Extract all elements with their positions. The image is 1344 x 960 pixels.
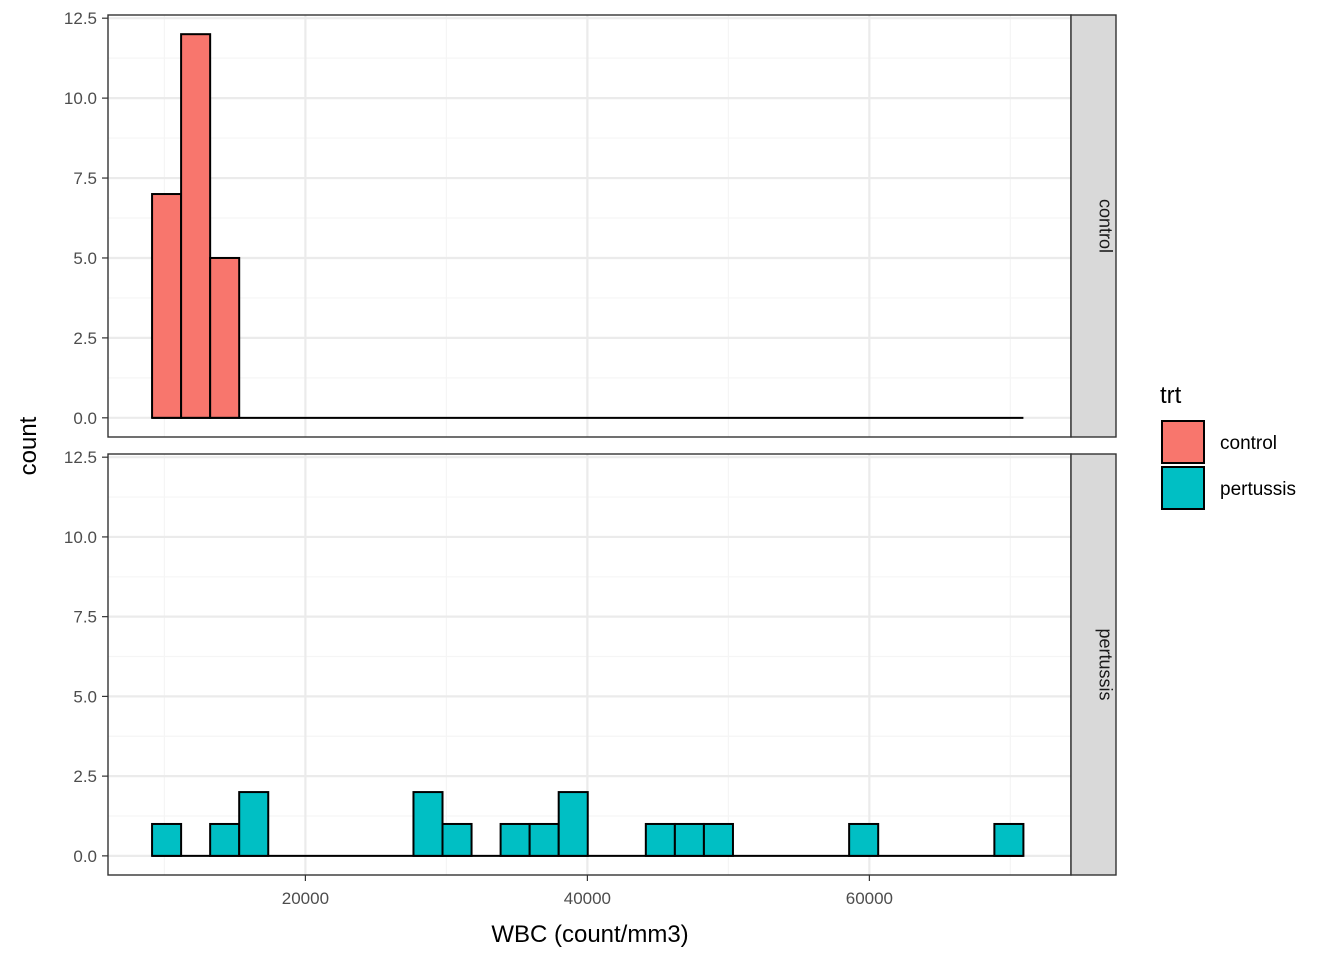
- histogram-bar-pertussis: [412, 791, 444, 857]
- facet-strip-label: control: [1096, 199, 1116, 253]
- y-tick-label: 2.5: [73, 329, 97, 348]
- facet-strip-label: pertussis: [1096, 628, 1116, 700]
- panel-background: [108, 15, 1071, 437]
- y-tick-label: 10.0: [64, 528, 97, 547]
- y-axis-title: count: [15, 416, 42, 475]
- histogram-bar-pertussis: [209, 822, 241, 857]
- x-tick-label: 20000: [282, 889, 329, 908]
- histogram-bar-pertussis: [528, 822, 560, 857]
- histogram-bar-pertussis: [151, 822, 183, 857]
- y-tick-label: 0.0: [73, 409, 97, 428]
- facet-panel-pertussis: 0.0 2.5 5.0 7.5 10.0 12.5 pertussis: [64, 448, 1117, 876]
- histogram-bar-pertussis: [441, 822, 473, 857]
- legend-swatch-control: [1161, 420, 1205, 464]
- histogram-bar-pertussis: [644, 822, 676, 857]
- facet-panels: 0.0 2.5 5.0 7.5 10.0 12.5 control 0.0 2.5 5.0 7.5 1…: [64, 9, 1117, 876]
- y-tick-label: 7.5: [73, 169, 97, 188]
- x-axis-title: WBC (count/mm3): [491, 921, 688, 948]
- y-tick-label: 5.0: [73, 687, 97, 706]
- histogram-bar-pertussis: [557, 791, 589, 857]
- y-tick-label: 2.5: [73, 767, 97, 786]
- histogram-bar-pertussis: [993, 822, 1025, 857]
- y-tick-label: 12.5: [64, 9, 97, 28]
- y-tick-label: 7.5: [73, 608, 97, 627]
- facet-strip: [1070, 14, 1117, 438]
- facet-panel-control: 0.0 2.5 5.0 7.5 10.0 12.5 control: [64, 9, 1117, 438]
- histogram-bar-pertussis: [673, 822, 705, 857]
- y-tick-label: 10.0: [64, 89, 97, 108]
- y-tick-label: 5.0: [73, 249, 97, 268]
- histogram-bar-pertussis: [499, 822, 531, 857]
- y-tick-label: 12.5: [64, 448, 97, 467]
- legend-title: trt: [1160, 382, 1182, 409]
- histogram-bar-pertussis: [238, 791, 270, 857]
- y-tick-label: 0.0: [73, 847, 97, 866]
- histogram-bar-pertussis: [848, 822, 880, 857]
- legend-label: control: [1220, 433, 1277, 454]
- x-tick-label: 60000: [846, 889, 893, 908]
- legend-swatch-pertussis: [1161, 466, 1205, 510]
- x-tick-label: 40000: [564, 889, 611, 908]
- histogram-bar-control: [209, 256, 241, 419]
- facet-strip: [1070, 453, 1117, 876]
- histogram-bar-pertussis: [702, 822, 734, 857]
- histogram-bar-control: [180, 33, 212, 419]
- legend-label: pertussis: [1220, 479, 1296, 500]
- histogram-bar-control: [151, 193, 183, 419]
- legend: trt control pertussis: [1160, 382, 1296, 510]
- x-axis: 20000 40000 60000: [282, 875, 893, 908]
